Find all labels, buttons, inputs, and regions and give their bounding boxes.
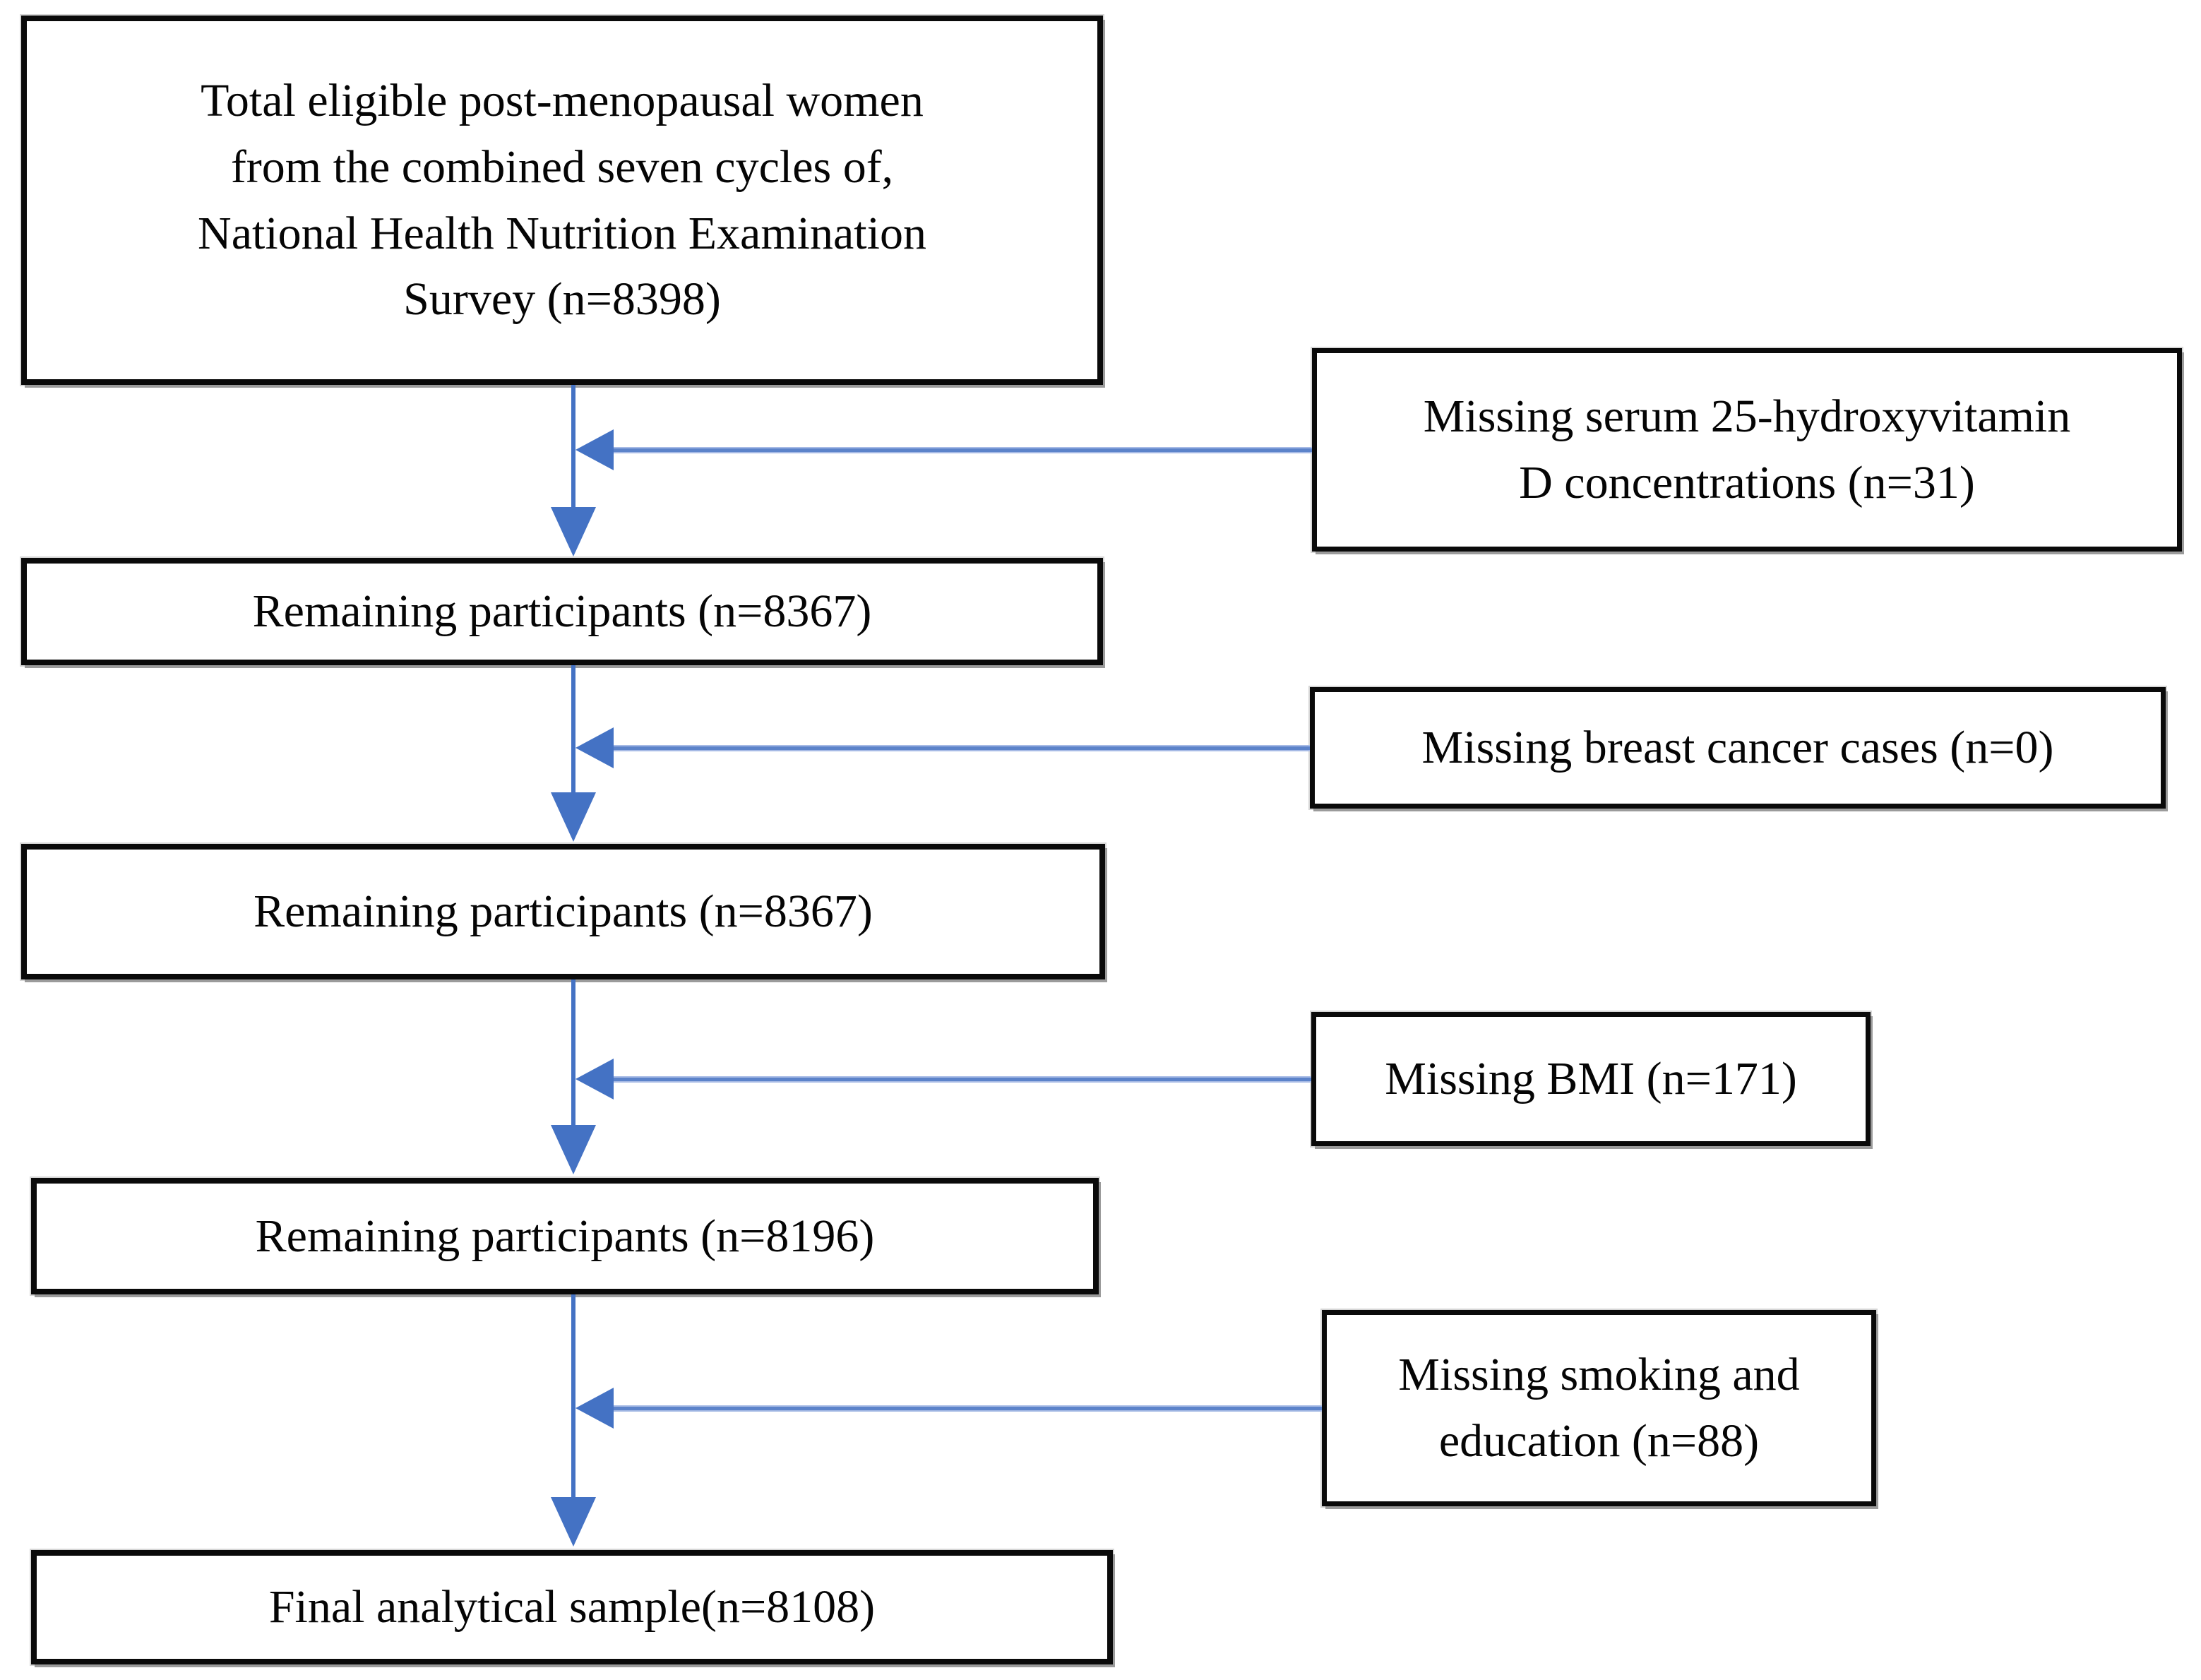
arrowhead-down-icon [551,792,596,842]
arrowhead-down-icon [551,1125,596,1174]
flow-box-remaining-1: Remaining participants (n=8367) [21,558,1103,665]
box-text-line: Missing serum 25-hydroxyvitamin [1423,391,2071,443]
box-text-line: from the combined seven cycles of, [230,141,894,193]
exclusion-box-missing-serum-vitd: Missing serum 25-hydroxyvitamin D concen… [1312,348,2182,552]
connector-down-4 [571,1294,575,1499]
arrowhead-left-icon [575,727,614,768]
connector-left-missing-bmi [610,1076,1311,1083]
arrowhead-down-icon [551,1497,596,1547]
flow-box-total-eligible: Total eligible post-menopausal women fro… [21,16,1103,385]
exclusion-box-missing-bmi: Missing BMI (n=171) [1311,1012,1871,1146]
exclusion-box-missing-smoking-education: Missing smoking and education (n=88) [1322,1310,1876,1506]
box-text-line: Total eligible post-menopausal women [201,75,924,127]
box-text-line: Survey (n=8398) [403,273,721,326]
box-text-line: Missing breast cancer cases (n=0) [1421,722,2054,774]
connector-down-1 [571,385,575,512]
connector-left-missing-serum-vitd [610,447,1312,453]
box-text-line: Remaining participants (n=8367) [252,585,872,638]
box-text-line: National Health Nutrition Examination [198,207,926,259]
flow-box-remaining-2: Remaining participants (n=8367) [21,844,1105,979]
box-text-line: Missing BMI (n=171) [1385,1053,1797,1105]
connector-left-missing-breast-cancer [610,745,1310,751]
flow-box-remaining-3: Remaining participants (n=8196) [31,1178,1099,1294]
arrowhead-left-icon [575,429,614,470]
arrowhead-down-icon [551,507,596,556]
connector-down-2 [571,665,575,796]
box-text-line: Remaining participants (n=8367) [253,886,873,938]
box-text-line: Remaining participants (n=8196) [255,1210,875,1262]
arrowhead-left-icon [575,1059,614,1100]
connector-down-3 [571,979,575,1128]
exclusion-box-missing-breast-cancer: Missing breast cancer cases (n=0) [1310,687,2166,809]
connector-left-missing-smoking-education [610,1405,1322,1412]
flow-box-final-sample: Final analytical sample(n=8108) [31,1550,1113,1664]
box-text-line: education (n=88) [1438,1415,1760,1467]
box-text-line: D concentrations (n=31) [1519,457,1975,508]
arrowhead-left-icon [575,1388,614,1429]
box-text-line: Final analytical sample(n=8108) [268,1581,876,1633]
box-text-line: Missing smoking and [1398,1349,1800,1401]
